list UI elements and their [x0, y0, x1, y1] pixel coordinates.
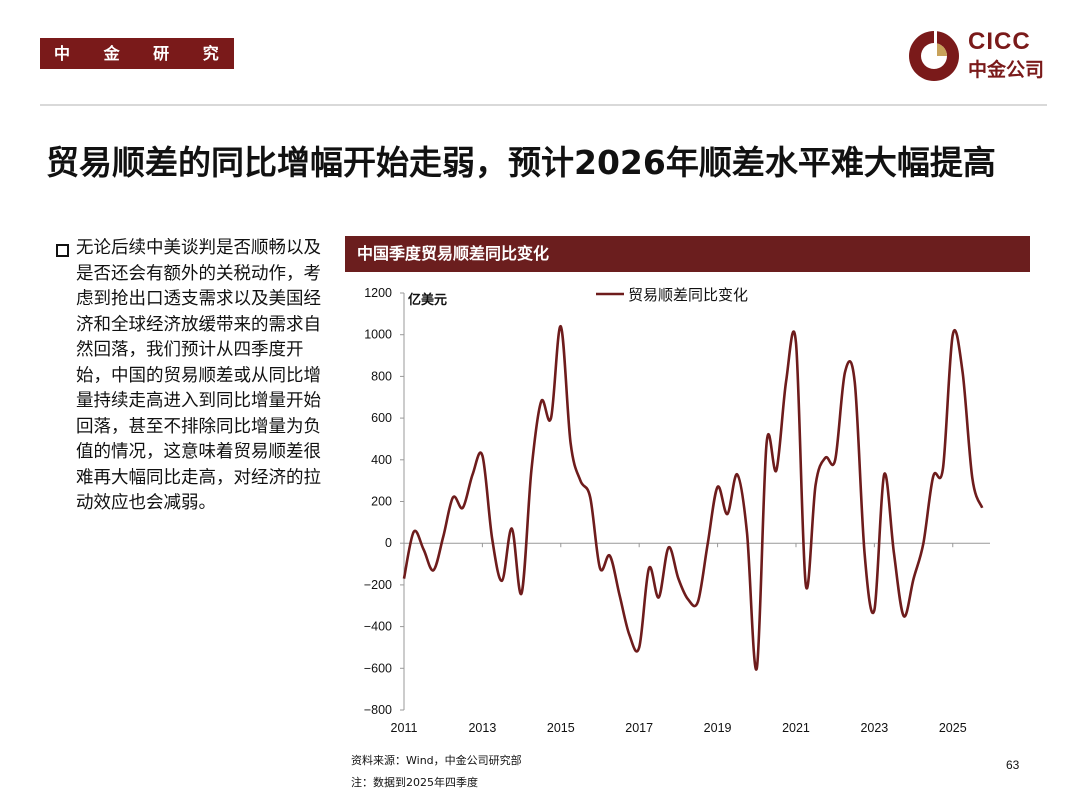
department-banner: 中 金 研 究 部 [40, 38, 234, 69]
square-bullet-icon [56, 244, 69, 257]
chart-legend: 贸易顺差同比变化 [596, 286, 748, 304]
series-line [402, 325, 984, 671]
chart-ticks: −800 −600 −400 −200 0 200 400 600 800 1000 1200 201… [364, 286, 967, 735]
y-tick-label: 600 [371, 411, 392, 425]
footnote: 注：数据到2025年四季度 [351, 776, 478, 789]
x-tick-label: 2015 [547, 721, 575, 735]
cicc-logo-icon [909, 31, 959, 81]
logo-text-en: CICC [968, 28, 1031, 55]
x-tick-label: 2025 [939, 721, 967, 735]
slide-title: 贸易顺差的同比增幅开始走弱，预计2026年顺差水平难大幅提高 [46, 143, 996, 182]
chart-series [402, 325, 984, 671]
y-tick-label: 1000 [364, 328, 392, 342]
x-tick-label: 2011 [391, 721, 418, 735]
source-note: 资料来源：Wind，中金公司研究部 [351, 754, 522, 767]
y-tick-label: 800 [371, 369, 392, 383]
cicc-logo: CICC 中金公司 [906, 28, 1056, 84]
x-tick-label: 2013 [468, 721, 496, 735]
bullet-point: 无论后续中美谈判是否顺畅以及是否还会有额外的关税动作，考虑到抢出口透支需求以及美… [56, 236, 324, 517]
x-tick-label: 2019 [704, 721, 732, 735]
bullet-text: 无论后续中美谈判是否顺畅以及是否还会有额外的关税动作，考虑到抢出口透支需求以及美… [76, 238, 321, 513]
y-tick-label: −400 [364, 620, 392, 634]
y-tick-label: 400 [371, 453, 392, 467]
y-tick-label: 200 [371, 495, 392, 509]
y-unit-label: 亿美元 [408, 292, 447, 308]
logo-text-cn: 中金公司 [968, 59, 1045, 81]
x-tick-label: 2021 [782, 721, 810, 735]
y-tick-label: −600 [364, 661, 392, 675]
chart-header: 中国季度贸易顺差同比变化 [345, 236, 1030, 272]
y-tick-label: 0 [385, 536, 392, 550]
x-tick-label: 2017 [625, 721, 653, 735]
x-tick-label: 2023 [860, 721, 888, 735]
page-number: 63 [1006, 758, 1020, 772]
line-chart: −800 −600 −400 −200 0 200 400 600 800 1000 1200 201… [364, 286, 990, 735]
y-tick-label: 1200 [364, 286, 392, 300]
y-tick-label: −800 [364, 703, 392, 717]
chart-axes [403, 293, 990, 710]
legend-label: 贸易顺差同比变化 [628, 286, 748, 304]
y-tick-label: −200 [364, 578, 392, 592]
header-divider [40, 104, 1047, 106]
